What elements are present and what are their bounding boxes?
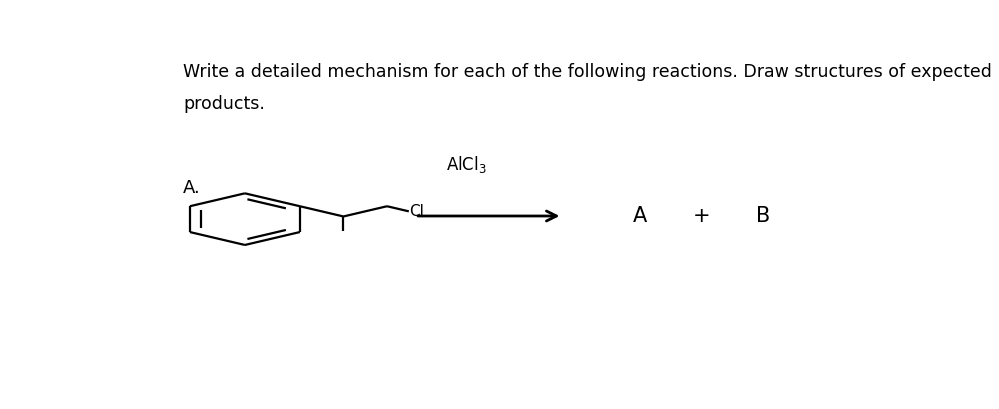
- Text: Cl: Cl: [409, 204, 424, 219]
- Text: AlCl$_3$: AlCl$_3$: [447, 154, 488, 175]
- Text: Write a detailed mechanism for each of the following reactions. Draw structures : Write a detailed mechanism for each of t…: [183, 63, 992, 81]
- Text: A: A: [632, 206, 647, 226]
- Text: products.: products.: [183, 95, 265, 113]
- Text: +: +: [693, 206, 710, 226]
- Text: A.: A.: [183, 179, 201, 197]
- Text: B: B: [756, 206, 771, 226]
